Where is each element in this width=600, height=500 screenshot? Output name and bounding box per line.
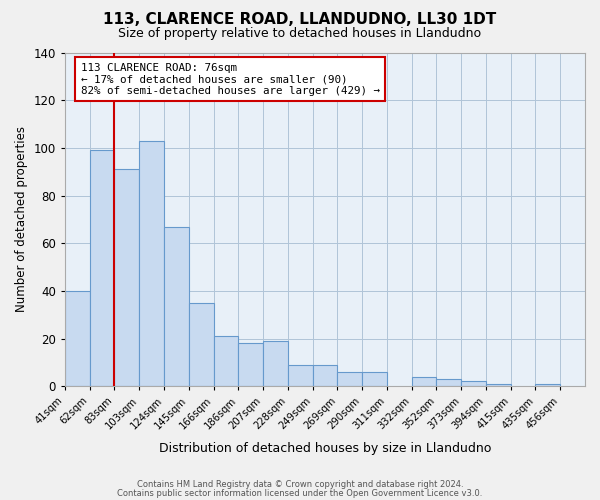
Text: Size of property relative to detached houses in Llandudno: Size of property relative to detached ho… xyxy=(118,28,482,40)
Bar xyxy=(337,372,362,386)
Bar xyxy=(436,379,461,386)
Bar xyxy=(461,382,486,386)
Bar xyxy=(65,291,90,386)
Bar xyxy=(362,372,387,386)
Bar xyxy=(288,365,313,386)
Bar xyxy=(115,170,139,386)
Bar xyxy=(238,344,263,386)
Text: Contains HM Land Registry data © Crown copyright and database right 2024.: Contains HM Land Registry data © Crown c… xyxy=(137,480,463,489)
Bar xyxy=(535,384,560,386)
Bar xyxy=(412,376,436,386)
Bar xyxy=(313,365,337,386)
X-axis label: Distribution of detached houses by size in Llandudno: Distribution of detached houses by size … xyxy=(159,442,491,455)
Text: 113 CLARENCE ROAD: 76sqm
← 17% of detached houses are smaller (90)
82% of semi-d: 113 CLARENCE ROAD: 76sqm ← 17% of detach… xyxy=(80,62,380,96)
Bar xyxy=(189,303,214,386)
Bar xyxy=(263,341,288,386)
Bar xyxy=(139,140,164,386)
Bar xyxy=(486,384,511,386)
Bar xyxy=(90,150,115,386)
Bar xyxy=(214,336,238,386)
Bar xyxy=(164,226,189,386)
Text: Contains public sector information licensed under the Open Government Licence v3: Contains public sector information licen… xyxy=(118,489,482,498)
Text: 113, CLARENCE ROAD, LLANDUDNO, LL30 1DT: 113, CLARENCE ROAD, LLANDUDNO, LL30 1DT xyxy=(103,12,497,28)
Y-axis label: Number of detached properties: Number of detached properties xyxy=(15,126,28,312)
